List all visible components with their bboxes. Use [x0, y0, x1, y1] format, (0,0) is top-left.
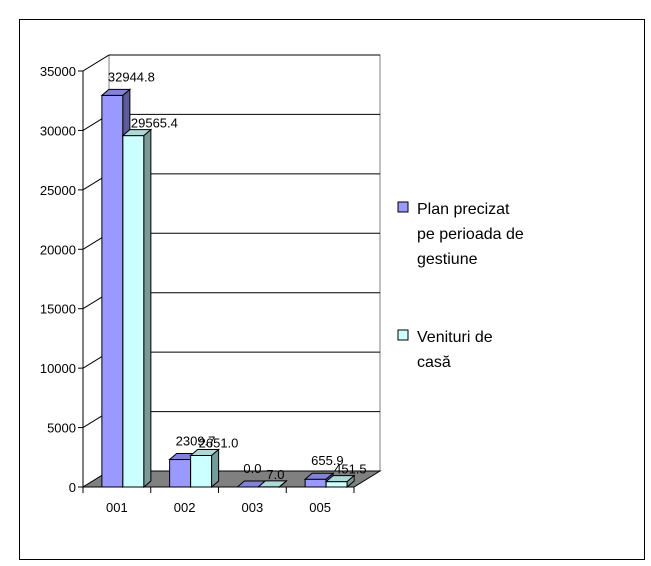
- y-tick-label: 30000: [40, 123, 76, 138]
- bar-front: [190, 454, 213, 488]
- legend-label: Venituri de: [417, 329, 493, 346]
- data-label: 2651.0: [199, 435, 239, 450]
- bar-front: [304, 478, 327, 488]
- y-tick-label: 10000: [40, 361, 76, 376]
- y-tick-label: 25000: [40, 183, 76, 198]
- x-tick-label: 001: [106, 500, 128, 515]
- bar-side: [346, 474, 355, 489]
- legend: Plan precizat pe perioada de gestiune Venit…: [397, 201, 524, 371]
- x-tick-label: 002: [174, 500, 196, 515]
- x-tick-label: 005: [309, 500, 331, 515]
- bar-front: [325, 481, 348, 488]
- legend-label: gestiune: [417, 251, 478, 268]
- y-tick-label: 20000: [40, 242, 76, 257]
- legend-label: pe perioada de: [417, 226, 524, 243]
- data-label: 32944.8: [108, 69, 155, 84]
- x-tick-label: 003: [242, 500, 264, 515]
- data-label: 2309.7: [176, 434, 216, 449]
- data-label: 655.9: [311, 453, 344, 468]
- x-axis-ticks: 001 002 003 005: [82, 487, 355, 515]
- legend-swatch: [397, 201, 409, 213]
- data-label: 451.5: [334, 462, 367, 477]
- y-tick-label: 15000: [40, 302, 76, 317]
- gridlines: [82, 54, 380, 428]
- y-tick-label: 5000: [47, 421, 76, 436]
- bar-side: [211, 448, 220, 489]
- bars: [100, 88, 356, 489]
- bar-side: [143, 128, 152, 489]
- legend-label: Plan precizat: [417, 201, 510, 218]
- data-label: 0.0: [243, 461, 261, 476]
- y-tick-label: 0: [69, 480, 76, 495]
- data-label: 29565.4: [131, 116, 178, 131]
- y-tick-label: 35000: [40, 64, 76, 79]
- bar-front: [101, 94, 124, 488]
- gridline-side: [82, 54, 110, 72]
- y-axis-ticks: 0 5000 10000 15000 20000 25000 30000 35000: [40, 64, 83, 495]
- bar-front: [169, 459, 192, 488]
- bar-side: [278, 479, 287, 489]
- data-label: 7.0: [266, 467, 284, 482]
- legend-swatch: [397, 329, 409, 341]
- legend-label: casă: [417, 354, 451, 371]
- bar-front: [122, 135, 145, 488]
